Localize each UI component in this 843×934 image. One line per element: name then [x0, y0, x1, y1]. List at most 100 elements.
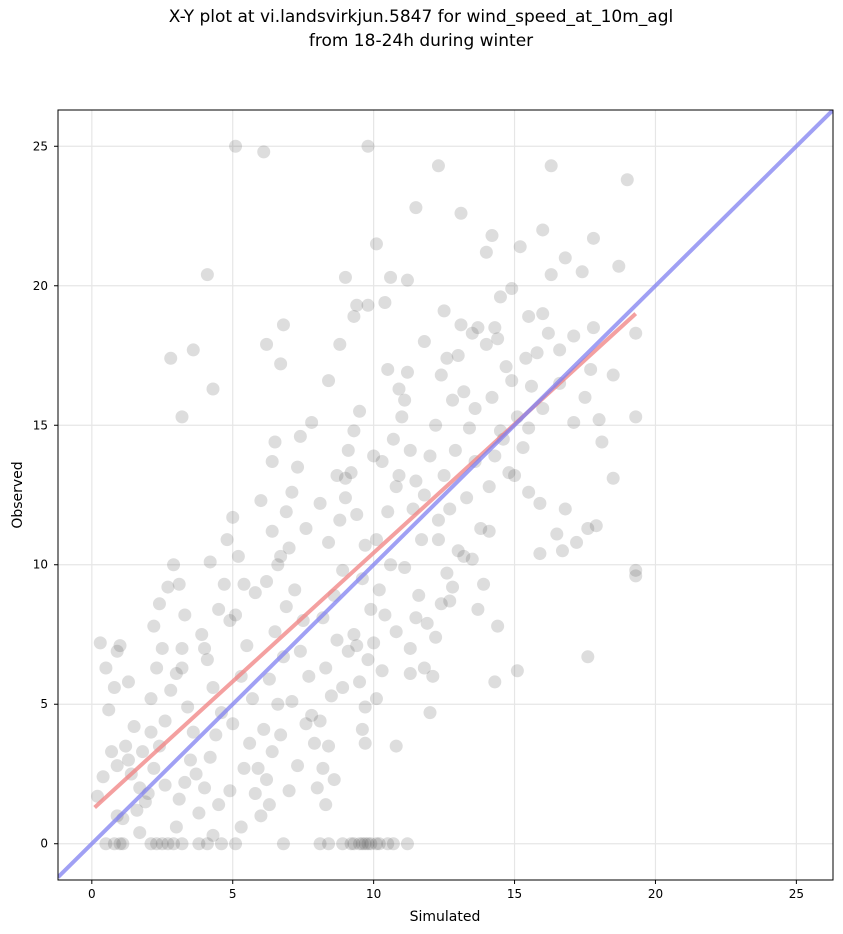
y-tick-label: 0 — [40, 837, 48, 851]
data-point — [313, 714, 327, 728]
data-point — [454, 318, 468, 332]
x-tick-label: 20 — [648, 887, 663, 901]
data-point — [592, 413, 606, 427]
data-point — [629, 326, 643, 340]
data-point — [313, 837, 327, 851]
data-point — [513, 240, 527, 254]
data-point — [420, 616, 434, 630]
data-point — [606, 471, 620, 485]
data-point — [200, 653, 214, 667]
data-point — [274, 728, 288, 742]
data-point — [322, 739, 336, 753]
data-point — [409, 474, 423, 488]
data-point — [138, 795, 152, 809]
data-point — [437, 468, 451, 482]
data-point — [316, 761, 330, 775]
data-point — [364, 602, 378, 616]
data-point — [398, 561, 412, 575]
data-point — [400, 273, 414, 287]
data-point — [488, 675, 502, 689]
x-tick-label: 0 — [88, 887, 96, 901]
data-point — [99, 837, 113, 851]
data-point — [226, 510, 240, 524]
data-point — [575, 265, 589, 279]
data-point — [161, 580, 175, 594]
data-point — [364, 837, 378, 851]
data-point — [144, 837, 158, 851]
data-point — [296, 614, 310, 628]
data-point — [434, 597, 448, 611]
data-point — [378, 296, 392, 309]
data-point — [522, 421, 536, 435]
data-point — [429, 418, 443, 432]
x-tick-label: 15 — [507, 887, 522, 901]
data-point — [220, 533, 234, 547]
data-point — [212, 798, 226, 812]
data-point — [400, 365, 414, 379]
data-point — [144, 725, 158, 739]
data-point — [167, 558, 181, 572]
data-point — [536, 223, 550, 237]
data-point — [581, 650, 595, 664]
data-point — [595, 435, 609, 449]
data-point — [344, 466, 358, 480]
data-point — [130, 803, 144, 817]
data-point — [223, 784, 237, 798]
data-point — [386, 837, 400, 851]
data-point — [468, 402, 482, 416]
data-point — [550, 527, 564, 541]
data-point — [178, 608, 192, 622]
x-axis-label: Simulated — [410, 909, 481, 925]
data-point — [460, 491, 474, 505]
data-point — [353, 837, 367, 851]
data-point — [248, 787, 262, 801]
data-point — [231, 549, 245, 563]
data-point — [536, 307, 550, 321]
data-point — [99, 661, 113, 675]
data-point — [426, 669, 440, 683]
data-point — [505, 374, 519, 388]
data-point — [355, 837, 369, 851]
data-point — [336, 681, 350, 694]
data-point — [555, 544, 569, 558]
data-point — [477, 577, 491, 591]
data-point — [338, 471, 352, 485]
data-point — [133, 826, 147, 840]
data-point — [358, 837, 372, 851]
y-tick-label: 5 — [40, 697, 48, 711]
data-point — [367, 636, 381, 650]
data-point — [384, 558, 398, 572]
data-point — [214, 837, 228, 851]
data-point — [479, 337, 493, 351]
data-point — [358, 538, 372, 552]
data-point — [558, 251, 572, 265]
data-point — [113, 639, 127, 653]
data-point — [144, 692, 158, 706]
data-point — [423, 706, 437, 720]
data-point — [299, 521, 313, 535]
data-point — [285, 694, 299, 708]
data-point — [119, 739, 133, 753]
data-point — [524, 379, 538, 393]
data-point — [544, 159, 558, 173]
data-point — [198, 781, 212, 795]
data-point — [282, 541, 296, 555]
data-point — [319, 798, 333, 812]
data-point — [341, 644, 355, 658]
data-point — [358, 700, 372, 714]
data-point — [369, 692, 383, 706]
x-tick-label: 5 — [229, 887, 237, 901]
data-point — [612, 259, 626, 273]
data-point — [350, 639, 364, 653]
data-point — [443, 502, 457, 516]
data-point — [322, 535, 336, 549]
data-point — [251, 761, 265, 775]
data-point — [217, 577, 231, 591]
data-point — [200, 837, 214, 851]
data-point — [508, 468, 522, 482]
data-point — [369, 837, 383, 851]
data-point — [437, 304, 451, 318]
data-point — [544, 268, 558, 282]
data-point — [431, 513, 445, 527]
data-point — [510, 664, 524, 678]
